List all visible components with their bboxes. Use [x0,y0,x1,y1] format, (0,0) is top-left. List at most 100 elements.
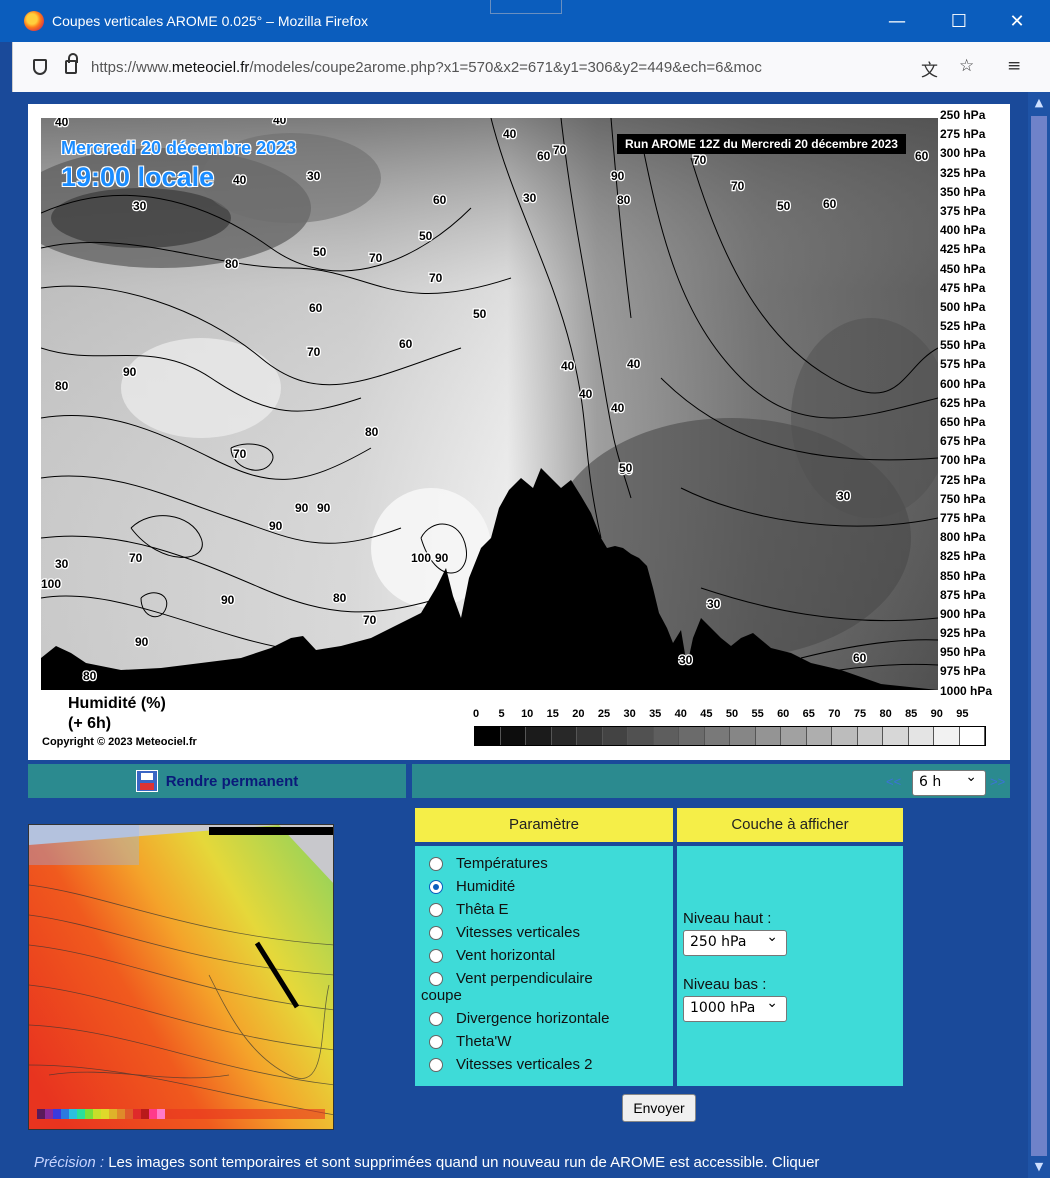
contour-label: 70 [363,613,377,627]
scroll-down-icon[interactable]: ▼ [1034,1160,1044,1173]
param-option[interactable]: Vent perpendiculaire [429,967,673,990]
next-step-link[interactable]: >> [990,774,1006,789]
legend-tick: 65 [802,708,815,720]
legend-swatch [934,727,960,745]
param-option[interactable]: Vitesses verticales 2 [429,1053,673,1076]
contour-label: 60 [537,149,551,163]
legend-tick: 20 [572,708,585,720]
pressure-level-label: 950 hPa [940,645,986,660]
make-permanent-link[interactable]: Rendre permanent [165,772,299,790]
legend-swatch [526,727,552,745]
precision-note: Précision : Les images sont temporaires … [34,1154,1014,1171]
pressure-level-label: 250 hPa [940,108,986,122]
bottom-level-label: Niveau bas : [683,976,767,993]
chart-date: Mercredi 20 décembre 2023 [61,138,297,158]
contour-label: 40 [611,401,625,415]
cross-section-map[interactable] [28,824,334,1130]
param-option-label: Vent horizontal [456,947,556,964]
window-title: Coupes verticales AROME 0.025° – Mozilla… [52,13,369,29]
pressure-level-label: 300 hPa [940,146,986,161]
prev-step-link[interactable]: << [886,774,902,789]
radio-button[interactable] [429,925,443,940]
chart-run-label: Run AROME 12Z du Mercredi 20 décembre 20… [617,134,906,154]
save-icon[interactable] [135,770,158,792]
param-option[interactable]: Theta'W [429,1030,673,1053]
radio-button[interactable] [429,879,443,894]
radio-button[interactable] [429,902,443,917]
chart-time: 19:00 locale [61,162,215,192]
legend-tick: 90 [930,708,943,720]
top-level-label: Niveau haut : [683,910,772,927]
radio-button[interactable] [429,1011,443,1026]
radio-button[interactable] [429,971,443,986]
contour-label: 40 [503,127,517,141]
legend-swatch [475,727,501,745]
legend-tick: 95 [956,708,969,720]
radio-button[interactable] [429,1057,443,1072]
menu-icon[interactable]: ≡ [1007,56,1022,76]
legend-swatch [679,727,705,745]
bottom-level-value: 1000 hPa [690,1000,756,1016]
vertical-scrollbar[interactable]: ▲ ▼ [1028,92,1050,1178]
contour-label: 50 [473,307,487,321]
legend-swatch [857,727,883,745]
top-level-value: 250 hPa [690,934,747,950]
pressure-level-label: 450 hPa [940,261,986,276]
legend-swatch [602,727,628,745]
legend-tick: 30 [623,708,636,720]
url-field[interactable]: https://www.meteociel.fr/modeles/coupe2a… [91,59,881,76]
param-option-wrap: coupe [421,987,462,1004]
param-option[interactable]: Vitesses verticales [429,921,673,944]
pressure-level-label: 650 hPa [940,415,986,429]
param-option[interactable]: Vent horizontal [429,944,673,967]
pressure-level-label: 875 hPa [940,587,986,602]
submit-button[interactable]: Envoyer [622,1094,696,1122]
url-rest: /modeles/coupe2arome.php?x1=570&x2=671&y… [249,58,762,76]
radio-button[interactable] [429,1034,443,1049]
param-option[interactable]: Humidité [429,875,673,898]
pressure-level-label: 750 hPa [940,491,986,506]
bottom-level-select[interactable]: 1000 hPa [683,995,787,1022]
url-bar[interactable]: https://www.meteociel.fr/modeles/coupe2a… [12,42,1050,92]
legend-tick: 75 [853,708,867,720]
contour-label: 60 [823,197,837,211]
pressure-level-label: 825 hPa [940,549,986,564]
legend-tick: 15 [546,708,559,720]
parameter-name: Humidité (%) [68,695,166,712]
radio-button[interactable] [429,948,443,963]
top-level-select[interactable]: 250 hPa [683,929,787,956]
param-option[interactable]: Divergence horizontale [429,1007,673,1030]
contour-label: 40 [579,387,593,401]
window-titlebar: Coupes verticales AROME 0.025° – Mozilla… [0,0,1050,42]
param-option-label: Vitesses verticales [456,924,580,941]
step-select[interactable]: 6 h [912,769,986,796]
contour-label: 70 [429,271,443,285]
pressure-level-label: 375 hPa [940,203,986,218]
pressure-level-label: 625 hPa [940,395,986,410]
param-option[interactable]: Thêta E [429,898,673,921]
contour-label: 100 [411,551,431,565]
legend-swatch [577,727,603,745]
lock-icon[interactable] [65,53,78,74]
legend-swatch [551,727,577,745]
maximize-button[interactable]: ☐ [950,10,968,32]
param-option-label: Humidité [456,878,516,895]
radio-button[interactable] [429,856,443,871]
contour-label: 70 [307,345,321,359]
minimize-button[interactable]: — [888,10,906,32]
pressure-level-label: 275 hPa [940,127,986,142]
translate-icon[interactable]: 文 [921,61,938,81]
star-icon[interactable]: ☆ [959,56,975,76]
legend-tick: 80 [879,708,892,720]
pressure-level-label: 900 hPa [940,606,986,621]
pressure-level-label: 700 hPa [940,453,986,468]
close-button[interactable]: ✕ [1009,10,1025,32]
legend-swatch [781,727,807,745]
param-option[interactable]: Températures [429,852,673,875]
contour-label: 40 [627,357,641,371]
legend-tick: 10 [521,708,534,720]
scroll-up-icon[interactable]: ▲ [1034,96,1044,109]
scrollbar-thumb[interactable] [1031,116,1047,1156]
pressure-level-label: 475 hPa [940,280,986,295]
shield-icon[interactable] [33,59,47,75]
